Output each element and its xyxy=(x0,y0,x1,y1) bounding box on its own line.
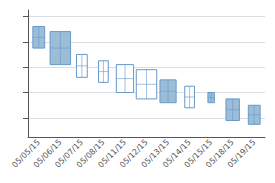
svg-text:05/15/15: 05/15/15 xyxy=(182,137,215,170)
svg-text:05/14/15: 05/14/15 xyxy=(161,137,193,170)
svg-text:05/06/15: 05/06/15 xyxy=(31,137,64,170)
svg-text:05/08/15: 05/08/15 xyxy=(74,137,107,170)
svg-text:05/11/15: 05/11/15 xyxy=(96,137,129,170)
svg-text:05/18/15: 05/18/15 xyxy=(204,137,236,170)
svg-text:05/13/15: 05/13/15 xyxy=(139,137,172,170)
svg-text:05/19/15: 05/19/15 xyxy=(226,138,258,170)
svg-text:05/05/15: 05/05/15 xyxy=(10,137,42,170)
svg-text:05/07/15: 05/07/15 xyxy=(53,137,85,170)
svg-text:05/12/15: 05/12/15 xyxy=(118,137,150,170)
